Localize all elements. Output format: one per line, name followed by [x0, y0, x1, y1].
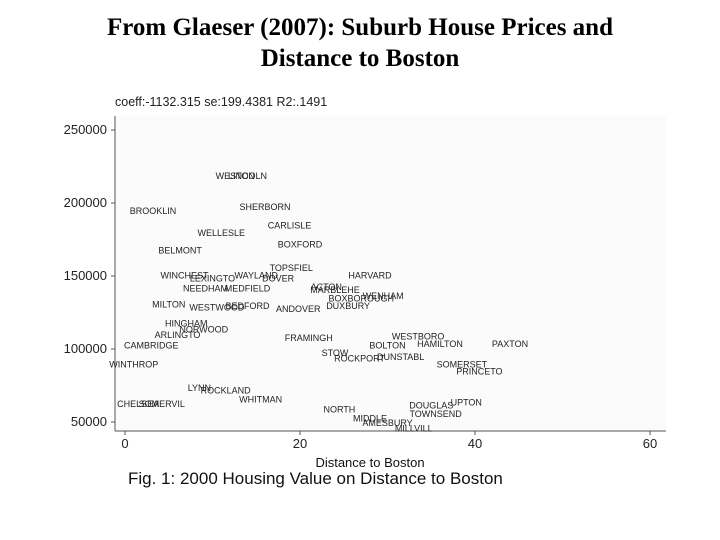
point-label: HINGHAM [165, 319, 208, 329]
point-label: WINCHEST [161, 270, 209, 280]
point-label: HAMILTON [417, 339, 463, 349]
point-label: BOXBOROUGH [328, 294, 394, 304]
point-label: ROCKLAND [201, 386, 252, 396]
point-label: CARLISLE [268, 221, 312, 231]
point-label: ACTON [311, 282, 342, 292]
point-label: SOMERVIL [139, 399, 185, 409]
point-label: WESTON [216, 171, 255, 181]
point-label: DOUGLAS [409, 400, 453, 410]
point-label: STOW [322, 348, 349, 358]
slide-title-line-1: From Glaeser (2007): Suburb House Prices… [106, 14, 613, 41]
y-tick-label: 200000 [64, 195, 107, 210]
point-label: UPTON [451, 397, 482, 407]
figure-caption: Fig. 1: 2000 Housing Value on Distance t… [128, 469, 503, 488]
point-label: FRAMINGH [285, 333, 333, 343]
point-label: DOVER [262, 273, 295, 283]
slide-title: From Glaeser (2007): Suburb House Prices… [0, 12, 720, 74]
point-label: DUXBURY [326, 301, 370, 311]
point-label: AMESBURY [362, 418, 412, 428]
point-label: ARLINGTO [155, 330, 201, 340]
x-tick-label: 20 [293, 436, 307, 451]
point-label: TOWNSEND [409, 409, 462, 419]
point-label: SOMERSET [437, 359, 488, 369]
point-label: WESTWOOD [189, 302, 244, 312]
point-label: WENHAM [363, 291, 404, 301]
x-axis-label: Distance to Boston [315, 455, 424, 470]
point-label: WELLESLE [197, 228, 245, 238]
y-tick-label: 50000 [71, 414, 107, 429]
point-label: ANDOVER [276, 304, 321, 314]
axes: 50000 100000 150000 200000 250000 0 20 40 60 [64, 116, 666, 451]
point-label: CHELSEA [117, 399, 159, 409]
point-label: CAMBRIDGE [124, 340, 179, 350]
plot-area [115, 116, 666, 431]
point-label: DUNSTABL [377, 352, 424, 362]
scatter-chart: 50000 100000 150000 200000 250000 0 20 40 60 WES… [64, 95, 666, 488]
point-label: SHERBORN [239, 202, 290, 212]
point-label: BELMONT [158, 246, 202, 256]
point-label: BEDFORD [225, 301, 270, 311]
point-label: BOXFORD [278, 240, 323, 250]
y-tick-label: 100000 [64, 341, 107, 356]
point-label: ROCKPORT [334, 354, 385, 364]
point-label: WHITMAN [239, 394, 282, 404]
point-label: NEEDHAM [183, 284, 228, 294]
point-label: WESTBORO [392, 332, 445, 342]
point-label: LYNN [188, 383, 211, 393]
point-label: WINTHROP [109, 359, 158, 369]
point-label: PAXTON [492, 339, 528, 349]
point-label: NORWOOD [179, 324, 228, 334]
point-label: HARVARD [348, 270, 392, 280]
y-tick-label: 250000 [64, 122, 107, 137]
point-label: LINCOLN [228, 171, 267, 181]
point-label: LEXINGTO [190, 273, 235, 283]
x-tick-label: 40 [468, 436, 482, 451]
regression-stats: coeff:-1132.315 se:199.4381 R2:.1491 [115, 95, 327, 109]
point-label: MILTON [152, 300, 185, 310]
point-label: MIDDLE [353, 413, 387, 423]
y-tick-label: 150000 [64, 268, 107, 283]
x-tick-label: 60 [643, 436, 657, 451]
point-label: NORTH [323, 405, 355, 415]
point-label: MARBLEHE [310, 285, 360, 295]
point-label: PRINCETO [456, 367, 502, 377]
point-label: TOPSFIEL [270, 263, 313, 273]
x-tick-label: 0 [121, 436, 128, 451]
point-label: MILLVILL [395, 424, 433, 434]
point-label: MEDFIELD [225, 284, 271, 294]
point-label: WAYLAND [234, 270, 278, 280]
point-label: BROOKLIN [130, 206, 177, 216]
point-label: BOLTON [369, 340, 405, 350]
slide-title-line-2: Distance to Boston [260, 45, 460, 72]
